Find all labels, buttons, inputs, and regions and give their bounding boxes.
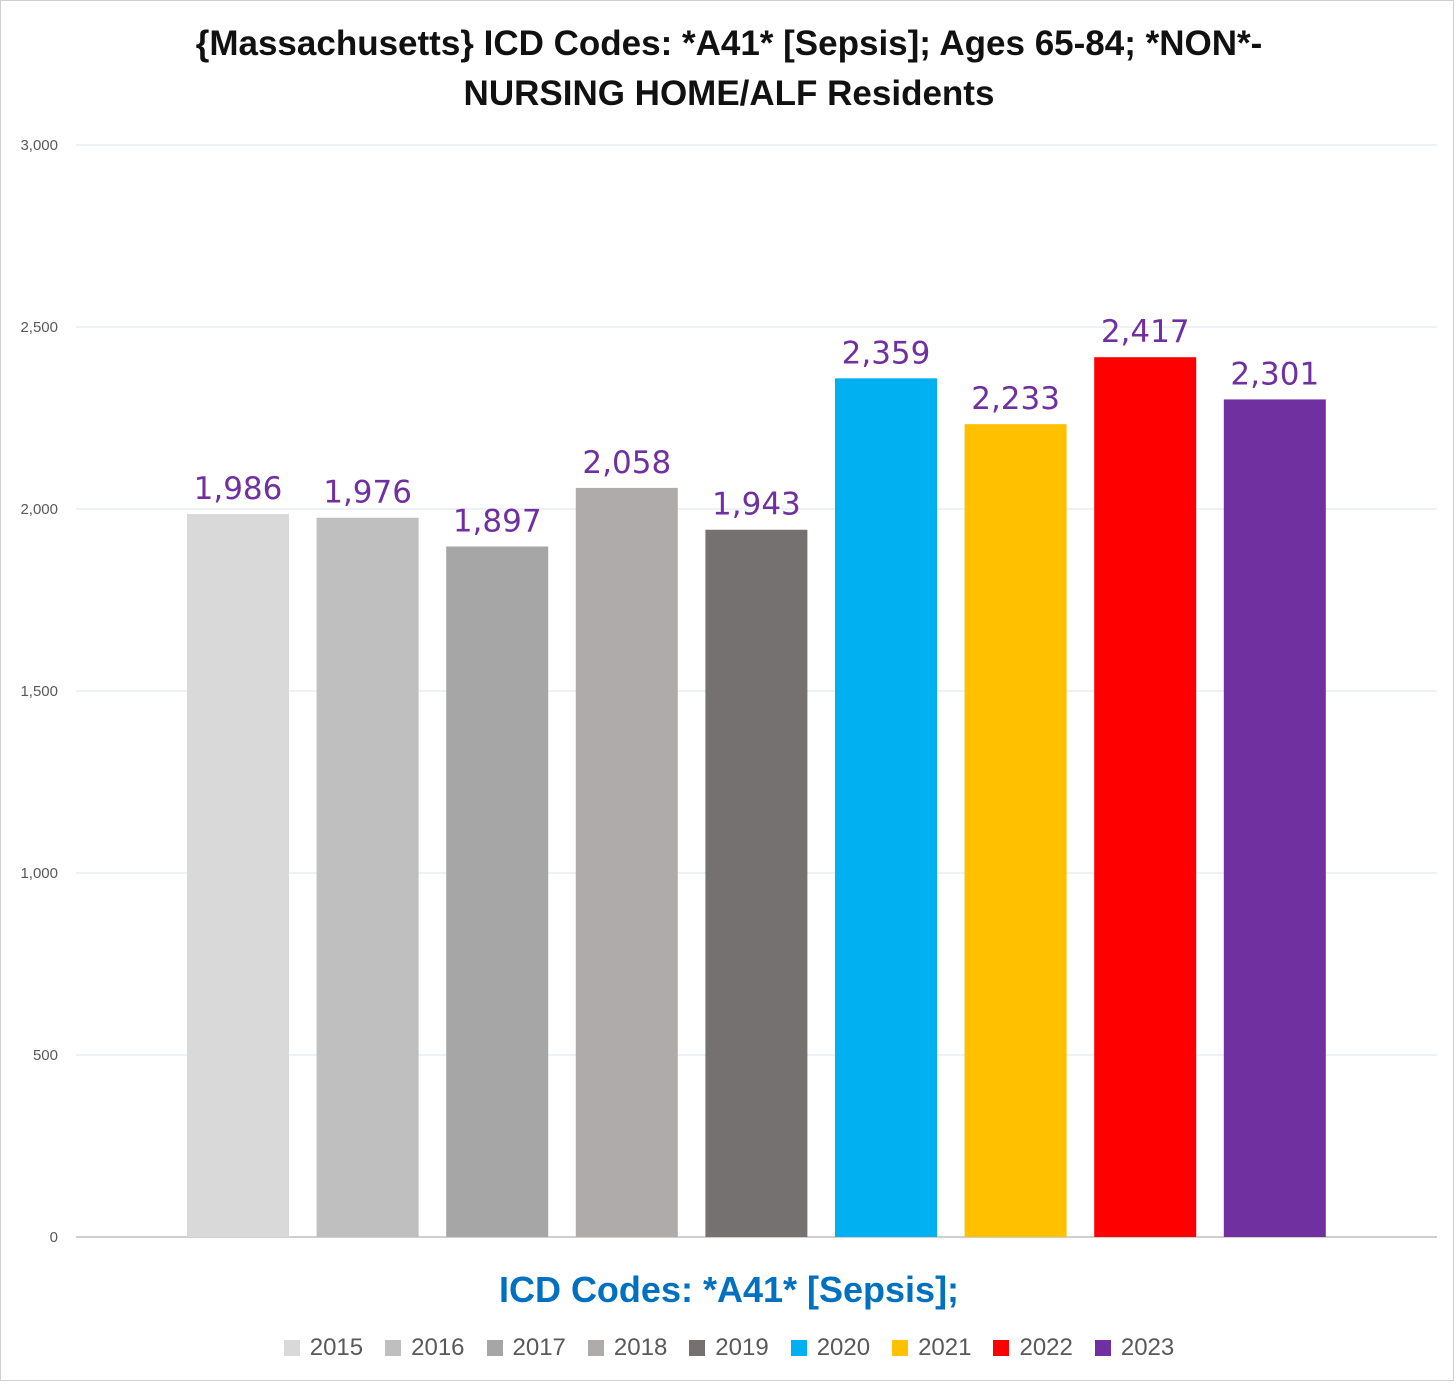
- legend: 2015 2016 2017 2018 2019 2020 2021 2022 2023: [1, 1334, 1456, 1362]
- legend-item-2015: 2015: [283, 1334, 364, 1362]
- bar-2019: [705, 529, 808, 1237]
- legend-item-2016: 2016: [385, 1334, 465, 1362]
- legend-item-2017: 2017: [486, 1334, 566, 1362]
- legend-swatch: [1094, 1340, 1111, 1356]
- legend-swatch: [689, 1340, 706, 1356]
- legend-swatch: [283, 1340, 300, 1356]
- legend-label: 2021: [918, 1334, 972, 1361]
- legend-swatch: [892, 1340, 909, 1356]
- legend-label: 2017: [512, 1334, 566, 1361]
- y-tick-label: 1,500: [20, 683, 58, 700]
- y-tick-label: 0: [50, 1229, 58, 1246]
- x-axis-title: ICD Codes: *A41* [Sepsis];: [498, 1269, 960, 1310]
- data-label-2020: 2,359: [842, 335, 931, 371]
- legend-label: 2015: [309, 1334, 364, 1361]
- legend-item-2019: 2019: [689, 1334, 769, 1362]
- bar-2018: [575, 487, 678, 1237]
- legend-label: 2019: [715, 1334, 769, 1361]
- y-axis-tick-labels: 0 500 1,000 1,500 2,000 2,500 3,000: [20, 137, 58, 1246]
- bar-2020: [835, 378, 937, 1238]
- legend-label: 2023: [1120, 1334, 1175, 1361]
- legend-swatch: [587, 1340, 604, 1356]
- legend-item-2018: 2018: [587, 1334, 668, 1362]
- y-tick-label: 500: [33, 1047, 58, 1064]
- data-label-2018: 2,058: [582, 445, 671, 481]
- bar-2021: [964, 424, 1067, 1237]
- data-labels: 1,986 1,976 1,897 2,058 1,943 2,359 2,233 2,417…: [194, 314, 1320, 539]
- chart-title: {Massachusetts} ICD Codes: *A41* [Sepsis…: [195, 24, 1263, 113]
- legend-swatch: [790, 1340, 807, 1356]
- legend-label: 2016: [411, 1334, 465, 1361]
- y-tick-label: 3,000: [20, 137, 58, 154]
- bars: [187, 357, 1326, 1238]
- legend-label: 2018: [613, 1334, 668, 1361]
- data-label-2015: 1,986: [194, 471, 283, 507]
- legend-swatch: [385, 1340, 402, 1356]
- data-label-2016: 1,976: [323, 475, 412, 511]
- data-label-2019: 1,943: [712, 487, 801, 523]
- legend-swatch: [486, 1340, 503, 1356]
- y-tick-label: 1,000: [20, 865, 58, 882]
- data-label-2022: 2,417: [1101, 314, 1190, 350]
- bar-2016: [316, 517, 419, 1237]
- data-label-2023: 2,301: [1230, 356, 1319, 392]
- legend-label: 2020: [816, 1334, 871, 1361]
- bar-2017: [446, 546, 549, 1237]
- bar-2022: [1094, 357, 1197, 1237]
- legend-swatch: [993, 1340, 1010, 1356]
- legend-item-2021: 2021: [892, 1334, 971, 1362]
- bar-2015: [187, 514, 289, 1237]
- y-tick-label: 2,000: [20, 501, 58, 518]
- bar-2023: [1223, 399, 1326, 1237]
- legend-item-2022: 2022: [993, 1334, 1073, 1362]
- data-label-2021: 2,233: [971, 381, 1060, 417]
- legend-item-2020: 2020: [790, 1334, 871, 1362]
- y-tick-label: 2,500: [20, 319, 58, 336]
- legend-label: 2022: [1019, 1334, 1073, 1361]
- data-label-2017: 1,897: [453, 503, 542, 539]
- legend-item-2023: 2023: [1094, 1334, 1175, 1362]
